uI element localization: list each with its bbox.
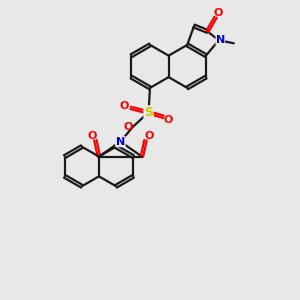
Text: O: O: [123, 122, 133, 132]
Text: S: S: [144, 106, 153, 119]
Text: N: N: [116, 136, 125, 147]
Text: N: N: [216, 35, 225, 45]
Text: O: O: [144, 131, 154, 141]
Text: O: O: [214, 8, 223, 17]
Text: O: O: [163, 116, 172, 125]
Text: O: O: [87, 131, 97, 141]
Text: O: O: [120, 101, 129, 111]
